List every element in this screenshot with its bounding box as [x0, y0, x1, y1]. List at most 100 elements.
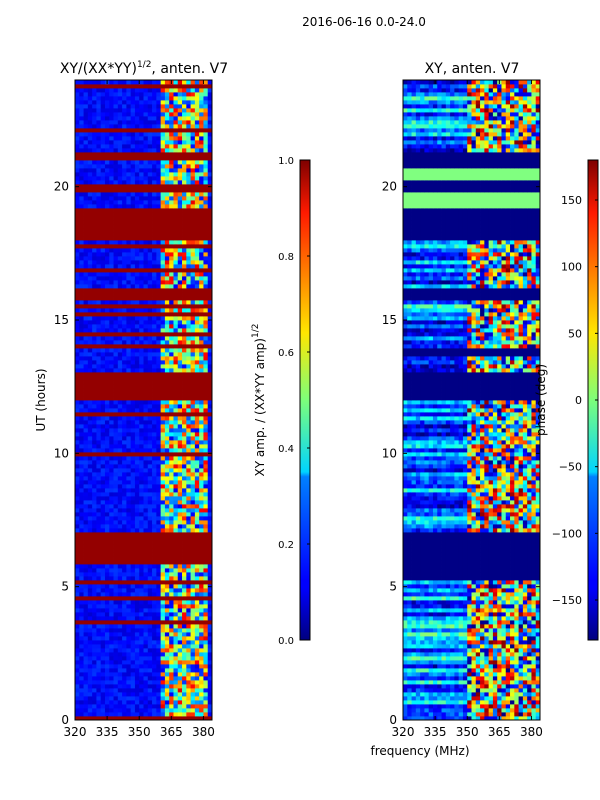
amplitude-heat-cell	[152, 680, 157, 685]
amplitude-heat-cell	[79, 656, 84, 661]
amplitude-heat-cell	[160, 228, 166, 233]
amplitude-heat-cell	[92, 116, 97, 121]
amplitude-heat-cell	[134, 368, 140, 373]
amplitude-heat-cell	[207, 680, 213, 685]
amplitude-heat-cell	[83, 432, 89, 437]
amplitude-heat-cell	[87, 112, 93, 117]
amplitude-heat-cell	[199, 340, 204, 345]
amplitude-heat-cell	[79, 380, 84, 385]
amplitude-heat-cell	[117, 260, 123, 265]
amplitude-heat-cell	[156, 560, 162, 565]
amplitude-heat-cell	[126, 116, 132, 121]
amplitude-heat-cell	[207, 288, 213, 293]
amplitude-heat-cell	[203, 176, 209, 181]
amplitude-heat-cell	[156, 236, 162, 241]
amplitude-heat-cell	[186, 448, 191, 453]
amplitude-heat-cell	[83, 128, 89, 133]
amplitude-heat-cell	[190, 596, 196, 601]
amplitude-heat-cell	[104, 280, 110, 285]
amplitude-heat-cell	[96, 620, 102, 625]
amplitude-heat-cell	[75, 528, 80, 533]
amplitude-heat-cell	[79, 576, 84, 581]
amplitude-heat-cell	[173, 240, 179, 245]
amplitude-heat-cell	[117, 704, 123, 709]
amplitude-heat-cell	[109, 260, 114, 265]
amplitude-heat-cell	[182, 116, 187, 121]
amplitude-heat-cell	[96, 596, 102, 601]
amplitude-heat-cell	[203, 208, 209, 213]
amplitude-heat-cell	[100, 328, 106, 333]
amplitude-heat-cell	[109, 432, 114, 437]
amplitude-heat-cell	[104, 656, 110, 661]
amplitude-heat-cell	[75, 496, 80, 501]
amplitude-heat-cell	[87, 528, 93, 533]
amplitude-heat-cell	[130, 612, 136, 617]
amplitude-heat-cell	[96, 316, 102, 321]
amplitude-heat-cell	[169, 468, 174, 473]
amplitude-heat-cell	[126, 604, 132, 609]
amplitude-heat-cell	[109, 552, 114, 557]
amplitude-heat-cell	[96, 204, 102, 209]
amplitude-heat-cell	[194, 616, 200, 621]
amplitude-heat-cell	[203, 376, 209, 381]
amplitude-heat-cell	[92, 476, 97, 481]
amplitude-heat-cell	[147, 372, 153, 377]
amplitude-heat-cell	[143, 516, 149, 521]
amplitude-heat-cell	[207, 404, 213, 409]
amplitude-heat-cell	[156, 512, 162, 517]
amplitude-heat-cell	[100, 480, 106, 485]
amplitude-heat-cell	[147, 404, 153, 409]
amplitude-heat-cell	[130, 276, 136, 281]
amplitude-heat-cell	[173, 628, 179, 633]
amplitude-heat-cell	[194, 668, 200, 673]
amplitude-heat-cell	[207, 224, 213, 229]
amplitude-heat-cell	[203, 668, 209, 673]
amplitude-heat-cell	[182, 428, 187, 433]
amplitude-heat-cell	[173, 348, 179, 353]
amplitude-heat-cell	[126, 636, 132, 641]
amplitude-heat-cell	[186, 392, 191, 397]
amplitude-heat-cell	[194, 556, 200, 561]
amplitude-heat-cell	[126, 700, 132, 705]
amplitude-heat-cell	[139, 624, 144, 629]
amplitude-heat-cell	[173, 680, 179, 685]
amplitude-heat-cell	[92, 688, 97, 693]
amplitude-heat-cell	[199, 508, 204, 513]
amplitude-heat-cell	[92, 196, 97, 201]
amplitude-heat-cell	[152, 428, 157, 433]
amplitude-heat-cell	[186, 236, 191, 241]
amplitude-heat-cell	[109, 156, 114, 161]
amplitude-heat-cell	[96, 668, 102, 673]
amplitude-heat-cell	[203, 536, 209, 541]
amplitude-heat-cell	[207, 360, 213, 365]
amplitude-heat-cell	[92, 608, 97, 613]
amplitude-heat-cell	[109, 636, 114, 641]
amplitude-heat-cell	[139, 228, 144, 233]
amplitude-heat-cell	[79, 532, 84, 537]
amplitude-heat-cell	[126, 576, 132, 581]
amplitude-heat-cell	[152, 352, 157, 357]
amplitude-heat-cell	[100, 164, 106, 169]
amplitude-heat-cell	[96, 672, 102, 677]
amplitude-heat-cell	[207, 208, 213, 213]
amplitude-heat-cell	[186, 612, 191, 617]
amplitude-heat-cell	[173, 116, 179, 121]
amplitude-heat-cell	[173, 548, 179, 553]
amplitude-heat-cell	[199, 612, 204, 617]
amplitude-heat-cell	[143, 684, 149, 689]
amplitude-heat-cell	[117, 468, 123, 473]
amplitude-heat-cell	[122, 500, 127, 505]
amplitude-heat-cell	[83, 120, 89, 125]
amplitude-heat-cell	[177, 604, 183, 609]
amplitude-heat-cell	[207, 332, 213, 337]
amplitude-heat-cell	[190, 468, 196, 473]
amplitude-heat-cell	[79, 384, 84, 389]
amplitude-heat-cell	[122, 540, 127, 545]
amplitude-heat-cell	[75, 364, 80, 369]
amplitude-heat-cell	[173, 112, 179, 117]
amplitude-heat-cell	[113, 356, 119, 361]
amplitude-heat-cell	[190, 216, 196, 221]
amplitude-heat-cell	[199, 548, 204, 553]
amplitude-heat-cell	[190, 388, 196, 393]
amplitude-heat-cell	[75, 600, 80, 605]
